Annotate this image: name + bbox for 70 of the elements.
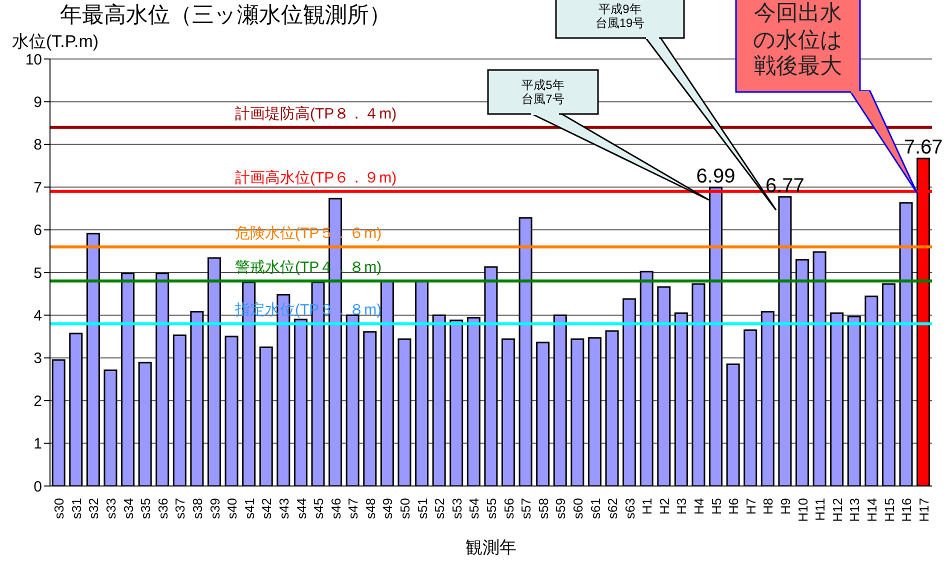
- x-tick-label: s47: [346, 498, 361, 519]
- x-tick-label: s35: [138, 498, 154, 519]
- x-tick-label: H5: [708, 498, 724, 515]
- x-tick-label: H17: [916, 498, 932, 522]
- data-label: 6.99: [696, 166, 736, 188]
- x-tick-label: s46: [328, 498, 344, 519]
- x-tick-label: s40: [224, 498, 240, 519]
- x-tick-label: H12: [830, 498, 845, 522]
- x-tick-label: s48: [362, 498, 378, 519]
- x-tick-label: s53: [449, 498, 464, 519]
- x-tick-label: s49: [380, 498, 396, 519]
- x-tick-label: H16: [899, 498, 914, 522]
- y-tick-label: 2: [34, 392, 42, 410]
- x-tick-label: s32: [86, 498, 102, 519]
- x-tick-label: H7: [743, 498, 758, 515]
- x-tick-label: s30: [52, 498, 67, 519]
- x-tick-label: s44: [294, 498, 309, 519]
- x-tick-label: s61: [588, 498, 603, 519]
- x-tick-label: s55: [484, 498, 499, 519]
- x-tick-label: s62: [605, 498, 620, 519]
- y-tick-label: 0: [34, 478, 42, 496]
- x-tick-label: s56: [501, 498, 516, 519]
- x-tick-label: H4: [692, 498, 707, 515]
- x-tick-label: H10: [795, 498, 810, 522]
- x-tick-label: H14: [864, 498, 880, 522]
- chart-title: 年最高水位（三ッ瀬水位観測所）: [60, 1, 391, 29]
- x-tick-label: s36: [155, 498, 170, 519]
- x-tick-label: H13: [847, 498, 862, 522]
- y-tick-label: 5: [34, 264, 42, 282]
- x-tick-label: H15: [882, 498, 897, 522]
- x-tick-label: s63: [622, 498, 638, 519]
- x-tick-label: s38: [190, 498, 205, 519]
- x-tick-label: H9: [778, 498, 793, 515]
- x-tick-label: s33: [104, 498, 119, 519]
- x-tick-label: s60: [570, 498, 586, 519]
- x-tick-label: s37: [172, 498, 188, 519]
- y-tick-label: 4: [34, 308, 42, 325]
- x-tick-label: s54: [466, 498, 482, 519]
- y-tick-label: 3: [34, 350, 42, 368]
- y-tick-label: 1: [34, 436, 42, 453]
- x-tick-label: s50: [398, 498, 413, 519]
- x-tick-label: s41: [242, 498, 257, 519]
- x-tick-label: s52: [432, 498, 448, 519]
- x-tick-label: s58: [536, 498, 551, 519]
- x-tick-label: s57: [518, 498, 534, 519]
- annotation: 今回出水の水位は戦後最大: [752, 0, 844, 80]
- x-tick-label: H3: [674, 498, 690, 515]
- x-tick-label: s31: [68, 498, 84, 519]
- ref-line-label: 計画堤防高(TP８．４m): [235, 105, 397, 122]
- x-tick-label: H1: [640, 498, 655, 515]
- annotation: 平成5年台風7号: [520, 78, 566, 106]
- y-tick-label: 6: [34, 222, 42, 240]
- x-tick-label: s34: [120, 498, 136, 519]
- x-tick-label: H2: [656, 498, 672, 515]
- y-tick-label: 9: [34, 94, 42, 112]
- x-tick-label: s43: [276, 498, 292, 519]
- x-axis-title: 観測年: [464, 537, 518, 559]
- y-tick-label: 7: [34, 179, 42, 196]
- x-tick-label: s51: [414, 498, 430, 519]
- y-tick-label: 8: [34, 136, 42, 154]
- x-tick-label: s59: [553, 498, 568, 519]
- y-tick-label: 10: [25, 51, 42, 68]
- ref-line-label: 計画高水位(TP６．９m): [235, 169, 397, 186]
- x-tick-label: s45: [311, 498, 326, 519]
- x-tick-label: s42: [259, 498, 274, 519]
- x-tick-label: H8: [760, 498, 776, 515]
- x-tick-label: H6: [726, 498, 742, 515]
- y-axis-title: 水位(T.P.m): [12, 31, 99, 53]
- x-tick-label: H11: [812, 498, 828, 521]
- x-tick-label: s39: [207, 498, 222, 519]
